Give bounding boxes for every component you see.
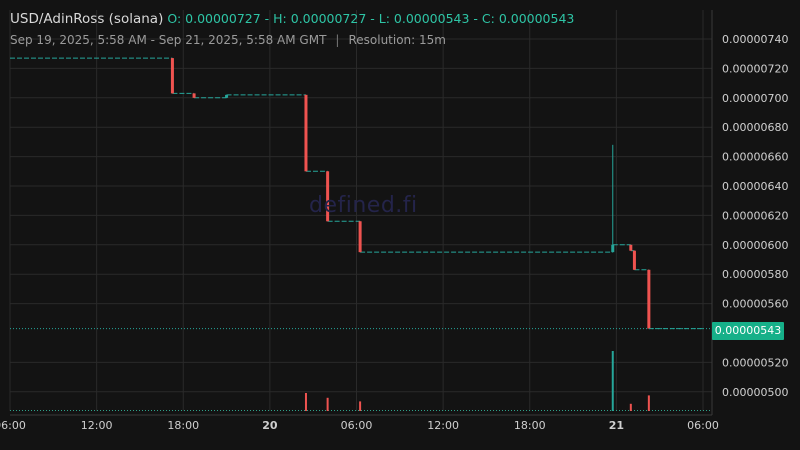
chart-grid: [9, 10, 712, 411]
y-tick-label: 0.00000520: [722, 356, 788, 369]
y-tick-label: 0.00000600: [722, 239, 788, 252]
y-tick-label: 0.00000640: [722, 180, 788, 193]
x-axis-labels: 06:00 12:00 18:00 20 06:00 12:00 18:00 21 06:00: [0, 419, 719, 432]
symbol-title: USD/AdinRoss (solana): [10, 11, 164, 27]
y-tick-label: 0.00000700: [722, 92, 788, 105]
volume-bar: [629, 403, 632, 411]
candle-body: [358, 221, 362, 253]
y-tick-label: 0.00000500: [722, 386, 788, 399]
date-range: Sep 19, 2025, 5:58 AM - Sep 21, 2025, 5:…: [10, 33, 327, 47]
chart-axes: [10, 10, 713, 416]
x-tick-label: 20: [262, 419, 278, 432]
candle-body: [304, 94, 308, 172]
volume-bar: [359, 401, 362, 411]
x-tick-label: 18:00: [167, 419, 199, 432]
volume-bar: [611, 351, 614, 411]
candle-body: [611, 244, 615, 253]
x-tick-label: 06:00: [341, 419, 373, 432]
candle-body: [647, 269, 651, 329]
separator: |: [335, 33, 340, 47]
resolution-label: Resolution: 15m: [348, 33, 446, 47]
chart-legend: USD/AdinRoss (solana) O: 0.00000727 - H: …: [10, 11, 574, 27]
candle-body: [170, 58, 174, 94]
ohlc-readout: O: 0.00000727 - H: 0.00000727 - L: 0.000…: [167, 11, 575, 26]
x-tick-label: 12:00: [81, 419, 113, 432]
y-tick-label: 0.00000720: [722, 62, 788, 75]
x-tick-label: 21: [609, 419, 624, 432]
y-tick-label: 0.00000620: [722, 209, 788, 222]
watermark: defined.fi: [309, 193, 418, 218]
volume-bar: [326, 397, 329, 411]
candle-body: [192, 93, 196, 98]
volume-bar: [647, 395, 650, 411]
y-tick-label: 0.00000560: [722, 298, 788, 311]
candle-body: [225, 94, 229, 98]
y-tick-label: 0.00000580: [722, 268, 788, 281]
x-tick-label: 06:00: [687, 419, 719, 432]
y-tick-label: 0.00000740: [722, 33, 788, 46]
x-tick-label: 06:00: [0, 419, 26, 432]
chart-subtitle: Sep 19, 2025, 5:58 AM - Sep 21, 2025, 5:…: [10, 33, 446, 47]
last-price-tag: 0.00000543: [712, 322, 784, 340]
candle-body: [326, 171, 330, 222]
candles: [10, 57, 703, 330]
candle-body: [629, 244, 633, 251]
volume-bars: [10, 351, 712, 411]
x-tick-label: 12:00: [427, 419, 459, 432]
candle-body: [632, 250, 636, 270]
x-tick-label: 18:00: [514, 419, 546, 432]
y-axis-labels: 0.00000740 0.00000720 0.00000700 0.00000680…: [722, 33, 788, 399]
volume-bar: [304, 393, 307, 411]
y-tick-label: 0.00000660: [722, 151, 788, 164]
y-tick-label: 0.00000680: [722, 121, 788, 134]
